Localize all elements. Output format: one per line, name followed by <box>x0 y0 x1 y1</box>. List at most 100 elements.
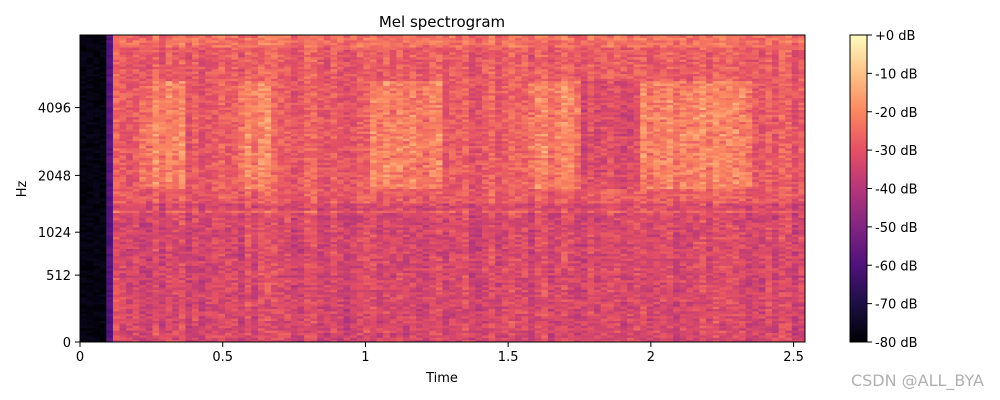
heatmap-cell <box>257 195 266 199</box>
heatmap-cell <box>271 198 279 202</box>
heatmap-cell <box>112 195 121 199</box>
heatmap-cell <box>80 229 88 233</box>
heatmap-cell <box>106 217 114 221</box>
heatmap-cell <box>165 258 173 262</box>
heatmap-cell <box>165 171 173 175</box>
heatmap-cell <box>284 272 292 276</box>
heatmap-cell <box>225 200 233 204</box>
heatmap-cell <box>304 99 312 103</box>
heatmap-cell <box>264 190 272 194</box>
heatmap-cell <box>112 94 121 98</box>
heatmap-cell <box>251 219 259 223</box>
heatmap-cell <box>244 270 252 274</box>
heatmap-cell <box>126 236 134 240</box>
heatmap-cell <box>178 337 187 341</box>
heatmap-cell <box>185 150 193 154</box>
heatmap-cell <box>297 169 305 173</box>
heatmap-cell <box>231 255 239 259</box>
heatmap-cell <box>284 37 292 41</box>
heatmap-cell <box>330 159 338 163</box>
heatmap-cell <box>304 303 312 307</box>
heatmap-cell <box>218 75 226 79</box>
heatmap-cell <box>86 58 94 62</box>
heatmap-cell <box>132 150 140 154</box>
heatmap-cell <box>99 178 107 182</box>
heatmap-cell <box>159 289 167 293</box>
heatmap-cell <box>159 258 167 262</box>
heatmap-cell <box>264 35 272 38</box>
heatmap-cell <box>264 99 272 103</box>
heatmap-cell <box>178 39 187 43</box>
heatmap-cell <box>145 219 154 223</box>
heatmap-cell <box>112 68 121 72</box>
heatmap-cell <box>231 154 239 158</box>
heatmap-cell <box>119 260 127 264</box>
heatmap-cell <box>323 327 332 331</box>
heatmap-cell <box>297 214 305 218</box>
heatmap-cell <box>271 301 279 305</box>
heatmap-cell <box>277 68 285 72</box>
heatmap-cell <box>86 90 94 94</box>
heatmap-cell <box>244 202 252 206</box>
heatmap-cell <box>218 246 226 250</box>
heatmap-cell <box>317 339 325 342</box>
heatmap-cell <box>126 291 134 295</box>
heatmap-cell <box>119 99 127 103</box>
heatmap-cell <box>132 109 140 113</box>
heatmap-cell <box>238 37 246 41</box>
heatmap-cell <box>80 282 88 286</box>
heatmap-cell <box>80 49 88 53</box>
heatmap-cell <box>152 147 160 151</box>
heatmap-cell <box>86 296 94 300</box>
heatmap-cell <box>159 54 167 58</box>
heatmap-cell <box>152 63 160 67</box>
heatmap-cell <box>165 262 173 266</box>
heatmap-cell <box>251 171 259 175</box>
heatmap-cell <box>330 294 338 298</box>
heatmap-cell <box>80 246 88 250</box>
heatmap-cell <box>264 303 272 307</box>
heatmap-cell <box>185 171 193 175</box>
heatmap-cell <box>317 104 325 108</box>
heatmap-cell <box>165 130 173 134</box>
heatmap-cell <box>132 294 140 298</box>
heatmap-cell <box>93 159 101 163</box>
heatmap-cell <box>238 296 246 300</box>
heatmap-cell <box>159 92 167 96</box>
heatmap-cell <box>86 169 94 173</box>
heatmap-cell <box>277 284 285 288</box>
heatmap-cell <box>205 265 213 269</box>
heatmap-cell <box>323 284 332 288</box>
heatmap-cell <box>185 298 193 302</box>
heatmap-cell <box>218 315 226 319</box>
heatmap-cell <box>192 150 200 154</box>
heatmap-cell <box>152 152 160 156</box>
heatmap-cell <box>152 325 160 329</box>
heatmap-cell <box>145 145 154 149</box>
heatmap-cell <box>277 140 285 144</box>
heatmap-cell <box>310 166 318 170</box>
heatmap-cell <box>225 270 233 274</box>
heatmap-cell <box>271 310 279 314</box>
heatmap-cell <box>284 195 292 199</box>
heatmap-cell <box>93 226 101 230</box>
heatmap-cell <box>165 301 173 305</box>
heatmap-cell <box>211 109 220 113</box>
heatmap-cell <box>86 253 94 257</box>
heatmap-cell <box>99 301 107 305</box>
heatmap-cell <box>297 35 305 38</box>
heatmap-cell <box>257 306 266 310</box>
heatmap-cell <box>310 130 318 134</box>
heatmap-cell <box>284 80 292 84</box>
heatmap-cell <box>317 306 325 310</box>
heatmap-cell <box>112 171 121 175</box>
heatmap-cell <box>257 210 266 214</box>
heatmap-cell <box>86 330 94 334</box>
heatmap-cell <box>112 330 121 334</box>
heatmap-cell <box>106 66 114 70</box>
heatmap-cell <box>257 207 266 211</box>
heatmap-cell <box>323 274 332 278</box>
heatmap-cell <box>284 87 292 91</box>
heatmap-cell <box>238 164 246 168</box>
heatmap-cell <box>145 195 154 199</box>
